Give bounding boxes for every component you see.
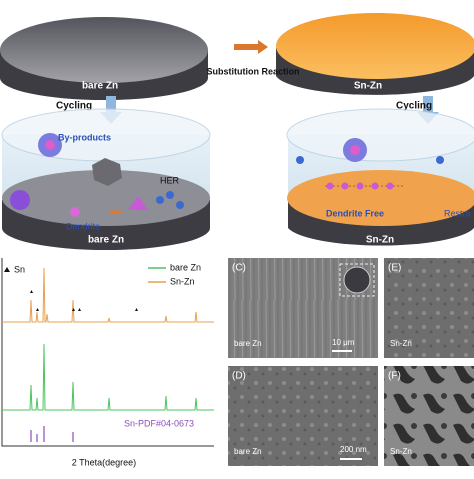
scale-label: 10 μm: [332, 338, 355, 347]
sn-zn-disk: [276, 13, 474, 95]
panel-label: (F): [388, 371, 401, 382]
cycling-label: Cycling: [396, 101, 432, 112]
sem-image: [384, 366, 474, 466]
panel-label: (D): [232, 371, 246, 382]
cell-label: Sn-Zn: [366, 235, 394, 246]
reference-label: Sn-PDF#04-0673: [124, 418, 194, 428]
bare-zn-disk: [0, 17, 208, 100]
panel-label: (E): [388, 263, 401, 274]
sample-label: Sn-Zn: [390, 339, 412, 348]
scale-label: 200 nm: [340, 445, 367, 454]
sample-label: bare Zn: [234, 447, 262, 456]
annotation: Dendrite Free: [326, 208, 384, 218]
disk-label: Sn-Zn: [354, 81, 382, 92]
annotation: HER: [160, 175, 180, 185]
arrow-label: Substitution Reaction: [207, 66, 300, 76]
bare-zn-cell: [1, 108, 211, 250]
inset: [339, 263, 375, 297]
annotation: By-products: [58, 132, 111, 142]
cell-label: bare Zn: [88, 235, 124, 246]
legend-label: Sn-Zn: [170, 276, 195, 286]
sample-label: bare Zn: [234, 339, 262, 348]
panel-label: (C): [232, 263, 246, 274]
xrd-plot: [1, 258, 214, 447]
cycling-label: Cycling: [56, 101, 92, 112]
legend-label: bare Zn: [170, 262, 201, 272]
legend-label: Sn: [14, 264, 25, 274]
annotation: Restra: [444, 208, 471, 218]
sn-zn-cell: [286, 108, 474, 246]
sem-image: [228, 366, 378, 466]
sem-image: [384, 258, 474, 358]
annotation: Dendrite: [66, 221, 100, 231]
arrow: [234, 40, 268, 54]
x-axis-label: 2 Theta(degree): [72, 457, 136, 467]
disk-label: bare Zn: [82, 81, 118, 92]
sample-label: Sn-Zn: [390, 447, 412, 456]
